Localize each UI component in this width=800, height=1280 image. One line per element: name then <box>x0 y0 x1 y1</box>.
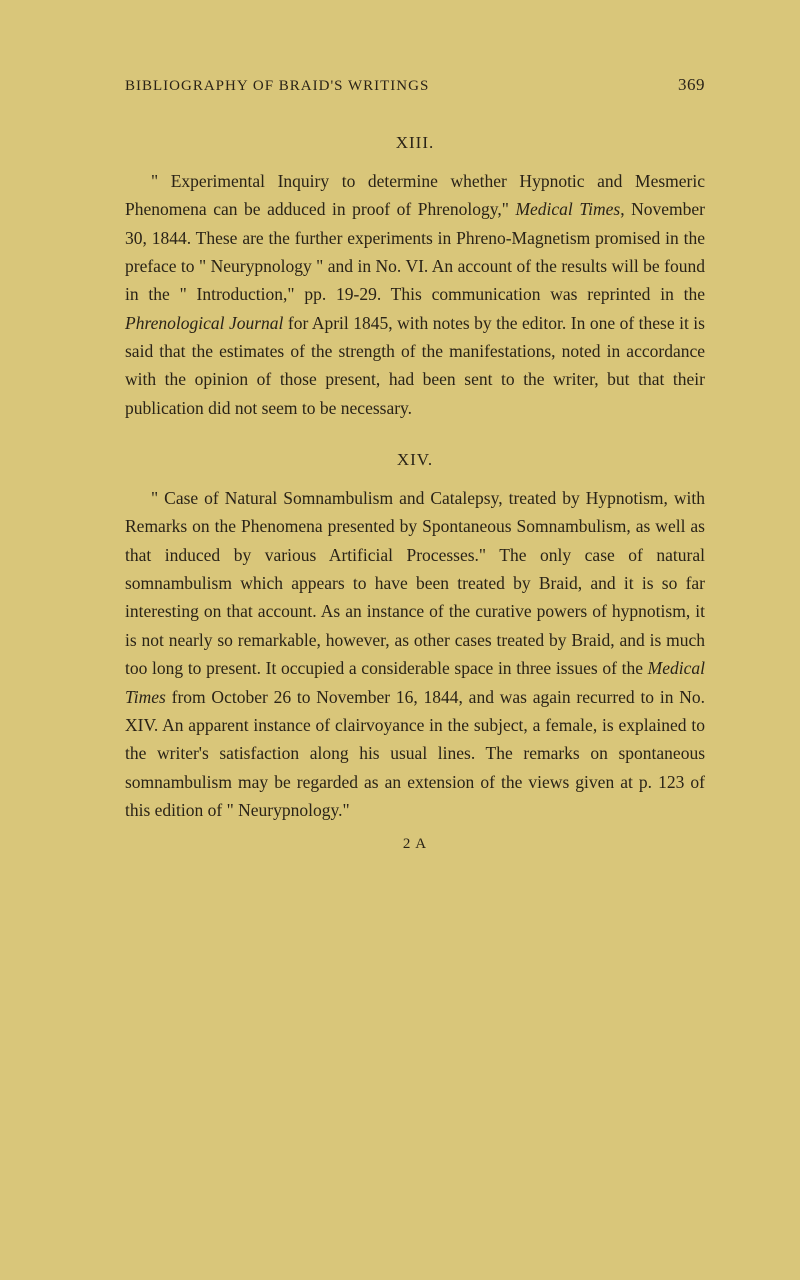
running-header: BIBLIOGRAPHY OF BRAID'S WRITINGS 369 <box>125 75 705 95</box>
section-number-13: XIII. <box>125 133 705 153</box>
running-header-title: BIBLIOGRAPHY OF BRAID'S WRITINGS <box>125 78 429 95</box>
section-number-14: XIV. <box>125 450 705 470</box>
section-14-paragraph: " Case of Natural Somnambulism and Catal… <box>125 484 705 824</box>
signature-mark: 2 A <box>125 836 705 853</box>
section-13-paragraph: " Experimental Inquiry to determine whet… <box>125 167 705 422</box>
page-number: 369 <box>678 75 705 95</box>
book-page: BIBLIOGRAPHY OF BRAID'S WRITINGS 369 XII… <box>0 0 800 1280</box>
section-gap <box>125 422 705 450</box>
